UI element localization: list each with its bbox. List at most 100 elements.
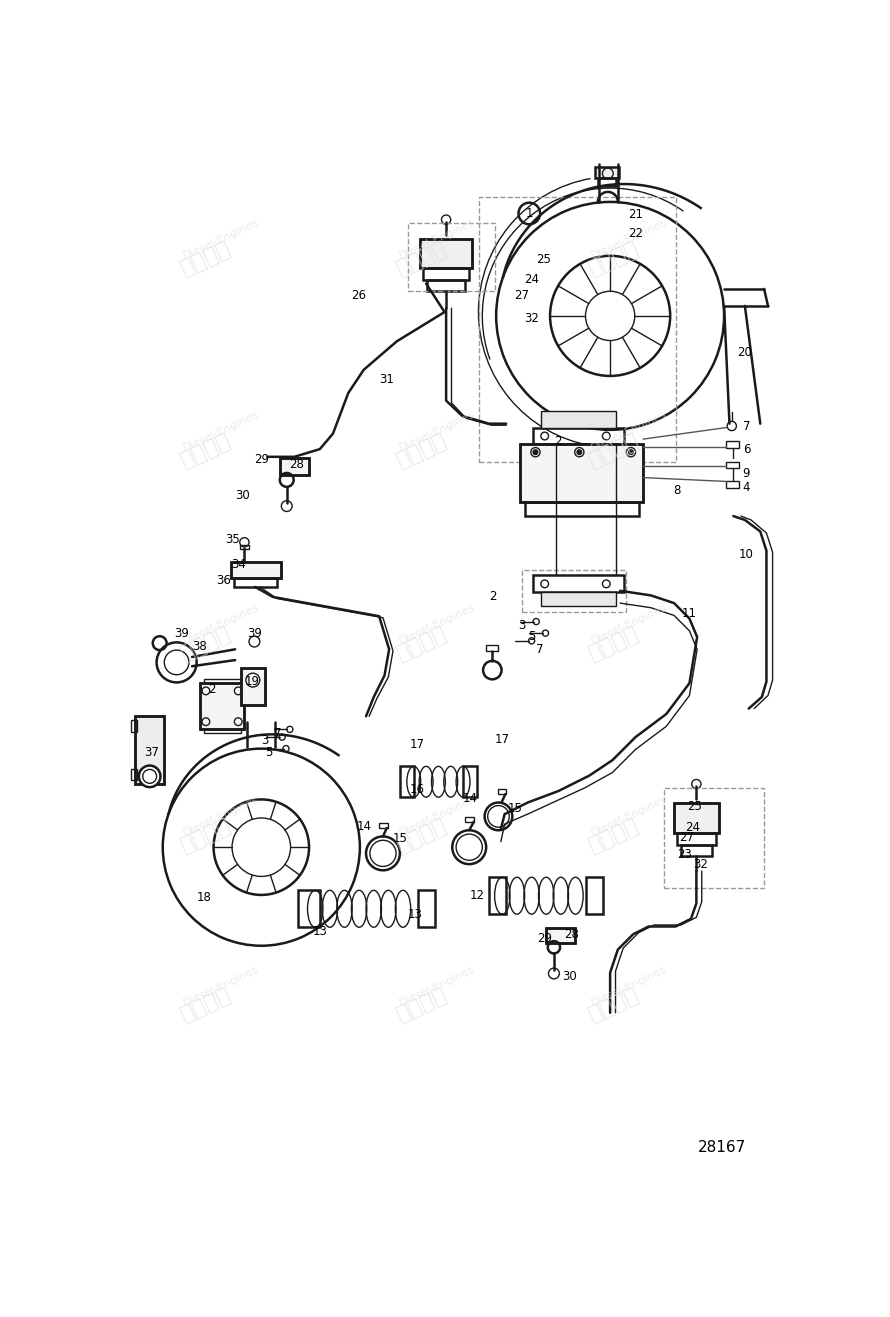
Bar xyxy=(546,928,576,943)
Text: 38: 38 xyxy=(192,640,207,653)
Text: 30: 30 xyxy=(236,489,250,502)
Text: 30: 30 xyxy=(562,971,577,982)
Text: 39: 39 xyxy=(247,627,262,640)
Bar xyxy=(541,593,616,606)
Bar xyxy=(239,545,249,549)
Text: 紫发动力: 紫发动力 xyxy=(177,623,234,664)
Text: 紫发动力: 紫发动力 xyxy=(393,623,450,664)
Text: 16: 16 xyxy=(410,782,425,795)
Bar xyxy=(199,684,245,730)
Text: 25: 25 xyxy=(536,253,551,266)
Circle shape xyxy=(533,450,538,454)
Text: Diesel-Engines: Diesel-Engines xyxy=(590,217,668,261)
Text: 紫发动力: 紫发动力 xyxy=(586,985,643,1026)
Text: Diesel-Engines: Diesel-Engines xyxy=(398,410,476,453)
Bar xyxy=(533,576,624,593)
Text: Diesel-Engines: Diesel-Engines xyxy=(398,602,476,645)
Bar xyxy=(204,680,240,684)
Text: 13: 13 xyxy=(408,907,423,921)
Bar xyxy=(420,238,473,269)
Bar xyxy=(520,444,643,502)
Text: 29: 29 xyxy=(538,931,552,944)
Text: 3: 3 xyxy=(262,735,269,748)
Text: Diesel-Engines: Diesel-Engines xyxy=(590,794,668,839)
Text: 17: 17 xyxy=(495,732,510,745)
Bar xyxy=(131,720,137,732)
Text: 11: 11 xyxy=(682,607,697,620)
Bar xyxy=(598,178,616,186)
Text: 3: 3 xyxy=(518,619,525,632)
Bar xyxy=(234,578,277,587)
Bar xyxy=(417,890,434,927)
Text: 紫发动力: 紫发动力 xyxy=(393,238,450,278)
Text: Diesel-Engines: Diesel-Engines xyxy=(182,794,261,839)
Bar xyxy=(279,458,309,475)
Text: 紫发动力: 紫发动力 xyxy=(586,815,643,856)
Text: 5: 5 xyxy=(265,745,272,759)
Text: Diesel-Engines: Diesel-Engines xyxy=(398,217,476,261)
Text: 7: 7 xyxy=(536,643,543,656)
Text: Diesel-Engines: Diesel-Engines xyxy=(182,217,261,261)
Text: 32: 32 xyxy=(524,312,539,325)
Bar xyxy=(231,562,280,578)
Bar xyxy=(298,890,320,927)
Text: 7: 7 xyxy=(274,727,281,740)
Text: 紫发动力: 紫发动力 xyxy=(393,815,450,856)
Text: 紫发动力: 紫发动力 xyxy=(177,238,234,278)
Bar xyxy=(664,788,765,888)
Bar xyxy=(486,645,498,651)
Circle shape xyxy=(577,450,582,454)
Text: 21: 21 xyxy=(628,208,643,221)
Bar xyxy=(677,832,716,846)
Text: 27: 27 xyxy=(680,831,694,844)
Bar xyxy=(423,269,469,281)
Text: 24: 24 xyxy=(685,822,700,835)
Bar xyxy=(541,411,616,428)
Bar xyxy=(525,502,639,516)
Circle shape xyxy=(139,765,160,788)
Text: Diesel-Engines: Diesel-Engines xyxy=(182,602,261,645)
Text: 25: 25 xyxy=(687,799,702,813)
Bar xyxy=(520,444,643,502)
Text: 紫发动力: 紫发动力 xyxy=(177,431,234,471)
Text: 34: 34 xyxy=(231,558,246,572)
Bar xyxy=(240,668,265,705)
Bar xyxy=(379,823,388,828)
Bar xyxy=(726,441,739,448)
Text: 32: 32 xyxy=(692,859,708,872)
Bar xyxy=(546,928,576,943)
Bar xyxy=(465,817,473,822)
Bar xyxy=(400,766,414,797)
Text: 2: 2 xyxy=(208,682,215,695)
Text: 28: 28 xyxy=(564,927,579,940)
Text: 31: 31 xyxy=(379,373,394,386)
Bar xyxy=(674,803,719,832)
Bar xyxy=(587,877,603,914)
Text: 4: 4 xyxy=(742,481,750,494)
Text: 18: 18 xyxy=(197,890,212,903)
Text: 20: 20 xyxy=(738,345,752,358)
Text: 13: 13 xyxy=(312,926,328,939)
Bar xyxy=(463,766,477,797)
Bar xyxy=(240,668,265,705)
Text: 28167: 28167 xyxy=(698,1141,747,1155)
Bar xyxy=(279,458,309,475)
Text: 紫发动力: 紫发动力 xyxy=(177,815,234,856)
Text: 26: 26 xyxy=(351,288,366,302)
Text: 12: 12 xyxy=(469,889,484,902)
Text: 17: 17 xyxy=(410,739,425,751)
Text: 9: 9 xyxy=(742,468,750,481)
Text: 紫发动力: 紫发动力 xyxy=(586,431,643,471)
Text: 24: 24 xyxy=(524,273,539,286)
Bar xyxy=(135,716,165,784)
Bar xyxy=(199,684,245,730)
Text: Diesel-Engines: Diesel-Engines xyxy=(182,410,261,453)
Text: 27: 27 xyxy=(514,288,529,302)
Text: 5: 5 xyxy=(528,631,535,644)
Text: 8: 8 xyxy=(674,485,681,498)
Bar xyxy=(427,281,465,291)
Bar xyxy=(409,224,495,291)
Text: 紫发动力: 紫发动力 xyxy=(586,238,643,278)
Bar xyxy=(231,562,280,578)
Text: 紫发动力: 紫发动力 xyxy=(393,985,450,1026)
